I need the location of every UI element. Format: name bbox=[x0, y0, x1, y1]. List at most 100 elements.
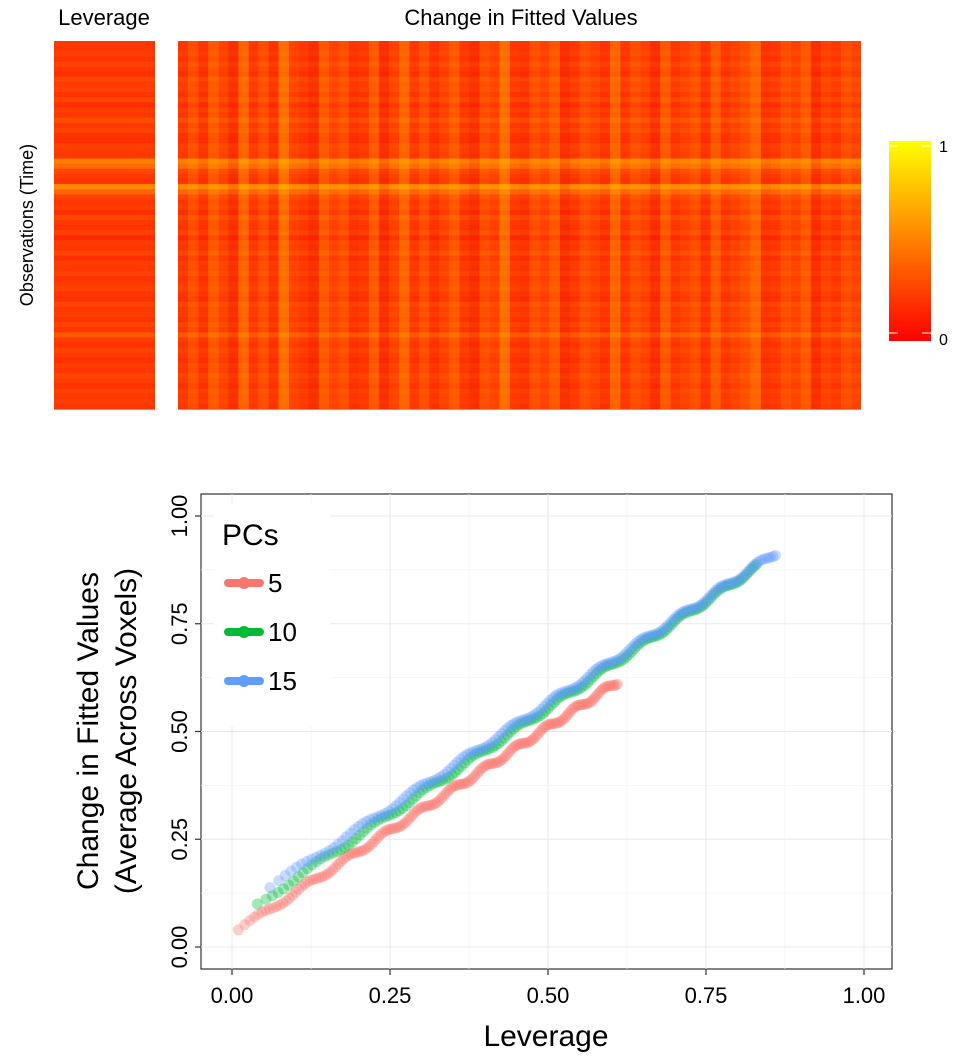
scatter-point bbox=[321, 868, 333, 880]
fitted-column bbox=[429, 41, 440, 409]
fitted-row bbox=[178, 133, 861, 139]
scatter-point bbox=[332, 858, 344, 870]
scatter-point bbox=[502, 747, 514, 759]
scatter-point bbox=[723, 577, 735, 589]
scatter-point bbox=[466, 773, 478, 785]
scatter-point bbox=[539, 705, 551, 717]
fitted-row bbox=[178, 291, 861, 298]
scatter-point bbox=[490, 734, 502, 746]
leverage-cell bbox=[54, 194, 155, 201]
scatter-point bbox=[598, 682, 610, 694]
legend-label: 10 bbox=[268, 617, 297, 647]
scatter-point bbox=[422, 800, 434, 812]
fitted-row bbox=[178, 41, 861, 47]
scatter-point bbox=[556, 687, 568, 699]
scatter-point bbox=[515, 738, 527, 750]
scatter-point bbox=[624, 643, 636, 655]
scatter-point bbox=[293, 883, 305, 895]
scatter-point bbox=[602, 657, 614, 669]
scatter-point bbox=[629, 638, 641, 650]
leverage-cell bbox=[54, 281, 155, 287]
leverage-cell bbox=[54, 327, 155, 333]
fitted-column bbox=[559, 41, 571, 409]
scatter-point bbox=[492, 756, 504, 768]
scatter-point bbox=[687, 604, 699, 616]
colorbar-gradient bbox=[889, 141, 931, 341]
fitted-column bbox=[780, 41, 792, 409]
scatter-point bbox=[327, 847, 339, 859]
scatter-point bbox=[596, 663, 608, 675]
leverage-cell bbox=[54, 265, 155, 272]
fitted-column bbox=[760, 41, 772, 409]
scatter-point bbox=[460, 777, 472, 789]
x-tick-label: 1.00 bbox=[843, 983, 886, 1008]
scatter-point bbox=[471, 745, 483, 757]
leverage-cell bbox=[54, 107, 155, 114]
legend-title: PCs bbox=[222, 519, 279, 552]
scatter-point bbox=[350, 846, 362, 858]
scatter-point bbox=[327, 864, 339, 876]
scatter-point bbox=[562, 687, 574, 699]
scatter-point bbox=[451, 756, 463, 768]
scatter-point bbox=[662, 619, 674, 631]
scatter-point bbox=[663, 621, 675, 633]
scatter-point bbox=[668, 616, 680, 628]
scatter-point bbox=[684, 603, 696, 615]
scatter-point bbox=[581, 698, 593, 710]
scatter-point bbox=[492, 738, 504, 750]
fitted-row bbox=[178, 168, 861, 175]
scatter-point bbox=[608, 679, 620, 691]
scatter-point bbox=[730, 577, 742, 589]
leverage-cell bbox=[54, 378, 155, 385]
scatter-point bbox=[469, 770, 481, 782]
fitted-row bbox=[178, 209, 861, 216]
scatter-point bbox=[573, 679, 585, 691]
scatter-point bbox=[372, 811, 384, 823]
scatter-point bbox=[757, 553, 769, 565]
scatter-point bbox=[545, 718, 557, 730]
scatter-point bbox=[319, 870, 331, 882]
leverage-cell bbox=[54, 357, 155, 364]
scatter-point bbox=[498, 752, 510, 764]
leverage-cell bbox=[54, 153, 155, 160]
fitted-column bbox=[188, 41, 199, 409]
scatter-point bbox=[288, 875, 300, 887]
legend-marker bbox=[238, 577, 250, 589]
scatter-point bbox=[402, 815, 414, 827]
fitted-column bbox=[278, 41, 289, 409]
scatter-point bbox=[445, 763, 457, 775]
fitted-row bbox=[178, 97, 861, 103]
leverage-cell bbox=[54, 342, 155, 349]
scatter-point bbox=[548, 696, 560, 708]
scatter-point bbox=[618, 653, 630, 665]
scatter-point bbox=[480, 741, 492, 753]
scatter-point bbox=[674, 611, 686, 623]
scatter-point bbox=[666, 618, 678, 630]
scatter-point bbox=[305, 853, 317, 865]
scatter-point bbox=[302, 876, 314, 888]
scatter-point bbox=[421, 777, 433, 789]
scatter-point bbox=[527, 733, 539, 745]
scatter-point bbox=[525, 714, 537, 726]
leverage-cell bbox=[54, 230, 155, 236]
fitted-row bbox=[178, 250, 861, 257]
scatter-point bbox=[744, 563, 756, 575]
scatter-point bbox=[232, 924, 244, 936]
scatter-point bbox=[423, 780, 435, 792]
leverage-cell bbox=[54, 368, 155, 374]
scatter-point bbox=[621, 646, 633, 658]
scatter-point bbox=[260, 904, 272, 916]
fitted-column bbox=[208, 41, 219, 409]
scatter-point bbox=[697, 597, 709, 609]
fitted-column bbox=[740, 41, 751, 409]
scatter-point bbox=[436, 792, 448, 804]
scatter-point bbox=[319, 851, 331, 863]
scatter-point bbox=[718, 581, 730, 593]
scatter-point bbox=[588, 692, 600, 704]
scatter-point bbox=[522, 715, 534, 727]
fitted-column bbox=[238, 41, 249, 409]
scatter-point bbox=[301, 855, 313, 867]
scatter-point bbox=[339, 842, 351, 854]
scatter-point bbox=[579, 679, 591, 691]
fitted-column bbox=[800, 41, 812, 409]
